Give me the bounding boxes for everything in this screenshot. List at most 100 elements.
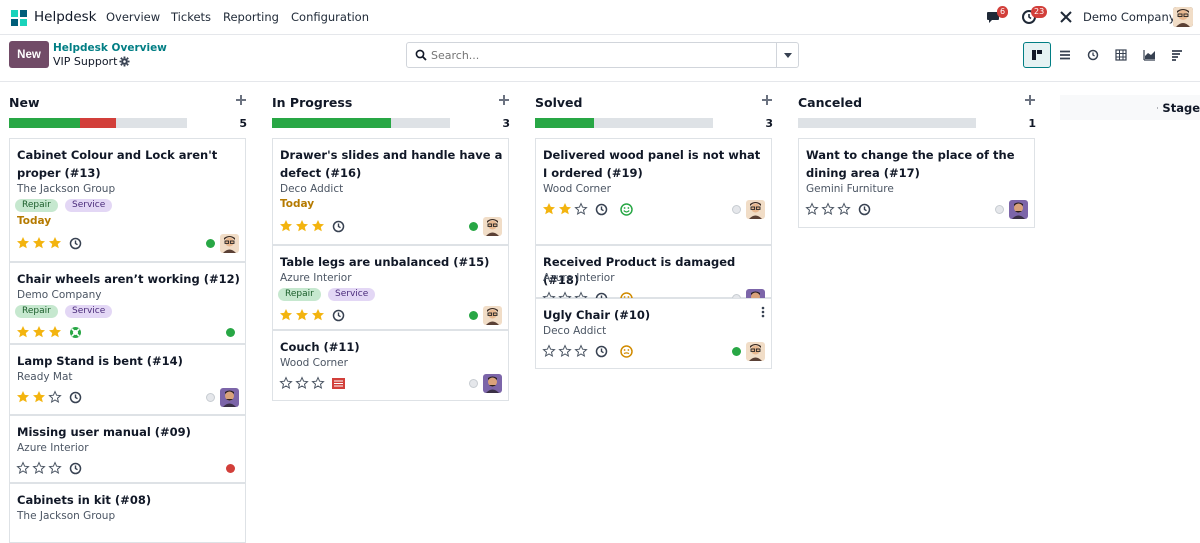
kanban-state-dot[interactable]	[469, 222, 478, 231]
breadcrumb-parent[interactable]: Helpdesk Overview	[53, 42, 167, 54]
assignee-avatar[interactable]	[483, 374, 502, 393]
assignee-avatar[interactable]	[220, 388, 239, 407]
menu-overview[interactable]: Overview	[106, 10, 161, 24]
quick-create-plus-icon[interactable]	[761, 94, 773, 106]
star-empty-icon[interactable]	[574, 202, 588, 216]
star-filled-icon[interactable]	[542, 202, 556, 216]
quick-create-plus-icon[interactable]	[498, 94, 510, 106]
kanban-state-dot[interactable]	[226, 464, 235, 473]
progress-segment[interactable]	[272, 118, 392, 128]
menu-tickets[interactable]: Tickets	[171, 10, 212, 24]
star-filled-icon[interactable]	[16, 236, 30, 250]
priority-stars[interactable]	[16, 390, 62, 404]
star-empty-icon[interactable]	[574, 344, 588, 358]
ticket-card[interactable]: Missing user manual (#09) Azure Interior	[9, 415, 246, 483]
kanban-state-dot[interactable]	[206, 239, 215, 248]
star-filled-icon[interactable]	[16, 390, 30, 404]
column-progress-bar[interactable]	[9, 118, 187, 128]
ticket-card[interactable]: Drawer's slides and handle have a defect…	[272, 138, 509, 245]
priority-stars[interactable]	[542, 344, 588, 358]
star-empty-icon[interactable]	[48, 461, 62, 475]
priority-stars[interactable]	[279, 308, 325, 322]
ticket-card[interactable]: Chair wheels aren’t working (#12) Demo Co…	[9, 262, 246, 344]
star-filled-icon[interactable]	[32, 236, 46, 250]
activity-clock-icon[interactable]	[332, 220, 345, 233]
star-empty-icon[interactable]	[311, 376, 325, 390]
ticket-title[interactable]: Delivered wood panel is not what I order…	[543, 148, 761, 180]
kanban-state-dot[interactable]	[469, 379, 478, 388]
ticket-card[interactable]: Cabinet Colour and Lock aren't proper (#…	[9, 138, 246, 262]
ticket-title[interactable]: Missing user manual (#09)	[17, 425, 191, 439]
ticket-card[interactable]: Lamp Stand is bent (#14) Ready Mat	[9, 344, 246, 415]
view-pivot-button[interactable]	[1107, 42, 1135, 68]
ticket-card[interactable]: Cabinets in kit (#08) The Jackson Group	[9, 483, 246, 543]
priority-stars[interactable]	[279, 219, 325, 233]
card-menu-dots-icon[interactable]	[761, 306, 765, 318]
activity-clock-icon[interactable]	[332, 309, 345, 322]
priority-stars[interactable]	[279, 376, 325, 390]
view-list-button[interactable]	[1051, 42, 1079, 68]
progress-segment[interactable]	[9, 118, 81, 128]
priority-stars[interactable]	[16, 325, 62, 339]
star-filled-icon[interactable]	[558, 202, 572, 216]
star-empty-icon[interactable]	[558, 344, 572, 358]
activity-clock-icon[interactable]	[858, 203, 871, 216]
ticket-card[interactable]: Ugly Chair (#10) Deco Addict	[535, 298, 772, 369]
column-progress-bar[interactable]	[535, 118, 713, 128]
activity-clock-icon[interactable]	[595, 203, 608, 216]
star-empty-icon[interactable]	[821, 202, 835, 216]
kanban-state-dot[interactable]	[469, 311, 478, 320]
star-empty-icon[interactable]	[805, 202, 819, 216]
activity-clock-icon[interactable]	[69, 237, 82, 250]
star-empty-icon[interactable]	[16, 461, 30, 475]
search-icon[interactable]	[415, 49, 427, 61]
assignee-avatar[interactable]	[1009, 200, 1028, 219]
app-name[interactable]: Helpdesk	[34, 9, 97, 25]
assignee-avatar[interactable]	[483, 306, 502, 325]
search-input[interactable]	[431, 46, 771, 64]
view-graph-button[interactable]	[1135, 42, 1163, 68]
star-empty-icon[interactable]	[48, 390, 62, 404]
kanban-state-dot[interactable]	[206, 393, 215, 402]
ticket-card[interactable]: Received Product is damaged (#18) Azure I…	[535, 245, 772, 308]
star-filled-icon[interactable]	[48, 325, 62, 339]
assignee-avatar[interactable]	[483, 217, 502, 236]
ticket-card[interactable]: Delivered wood panel is not what I order…	[535, 138, 772, 245]
priority-stars[interactable]	[16, 461, 62, 475]
star-empty-icon[interactable]	[279, 376, 293, 390]
menu-reporting[interactable]: Reporting	[223, 10, 279, 24]
kanban-state-dot[interactable]	[732, 205, 741, 214]
ticket-title[interactable]: Lamp Stand is bent (#14)	[17, 354, 183, 368]
ticket-title[interactable]: Table legs are unbalanced (#15)	[280, 255, 490, 269]
ticket-title[interactable]: Couch (#11)	[280, 340, 360, 354]
star-filled-icon[interactable]	[311, 219, 325, 233]
ticket-title[interactable]: Drawer's slides and handle have a defect…	[280, 148, 503, 180]
assignee-avatar[interactable]	[746, 200, 765, 219]
column-progress-bar[interactable]	[272, 118, 450, 128]
new-button[interactable]: New	[9, 41, 49, 68]
menu-configuration[interactable]: Configuration	[291, 10, 369, 24]
star-empty-icon[interactable]	[32, 461, 46, 475]
priority-stars[interactable]	[805, 202, 851, 216]
lifebuoy-icon[interactable]	[69, 326, 82, 339]
star-filled-icon[interactable]	[279, 219, 293, 233]
star-filled-icon[interactable]	[32, 325, 46, 339]
activity-clock-icon[interactable]	[69, 391, 82, 404]
quick-create-plus-icon[interactable]	[235, 94, 247, 106]
star-filled-icon[interactable]	[295, 308, 309, 322]
star-filled-icon[interactable]	[295, 219, 309, 233]
chat-icon[interactable]	[986, 9, 1002, 25]
company-switcher[interactable]: Demo Company	[1083, 10, 1176, 24]
add-stage-button[interactable]: Stage	[1060, 95, 1200, 120]
star-filled-icon[interactable]	[48, 236, 62, 250]
gear-icon[interactable]	[119, 56, 130, 67]
star-empty-icon[interactable]	[295, 376, 309, 390]
quick-create-plus-icon[interactable]	[1024, 94, 1036, 106]
user-avatar[interactable]	[1173, 7, 1193, 27]
star-empty-icon[interactable]	[542, 344, 556, 358]
ticket-title[interactable]: Cabinet Colour and Lock aren't proper (#…	[17, 148, 218, 180]
view-activity-button[interactable]	[1079, 42, 1107, 68]
star-filled-icon[interactable]	[32, 390, 46, 404]
priority-stars[interactable]	[16, 236, 62, 250]
assignee-avatar[interactable]	[746, 342, 765, 361]
